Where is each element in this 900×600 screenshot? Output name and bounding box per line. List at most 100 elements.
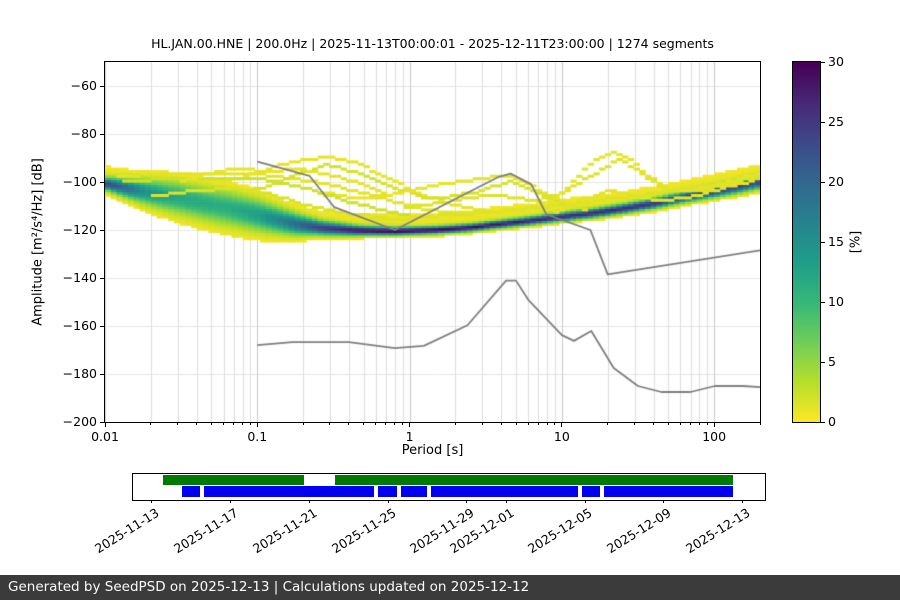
- x-minor-tick: [196, 423, 198, 425]
- x-tick: [713, 423, 715, 427]
- y-tick-label: −200: [62, 414, 97, 429]
- x-minor-tick: [634, 423, 636, 425]
- y-tick: [100, 85, 104, 87]
- x-tick: [409, 423, 411, 427]
- plot-title: HL.JAN.00.HNE | 200.0Hz | 2025-11-13T00:…: [151, 36, 714, 51]
- x-minor-tick: [402, 423, 404, 425]
- date-tick-label: 2025-11-13: [92, 505, 162, 557]
- colorbar-tick: [821, 61, 825, 63]
- colorbar-tick: [821, 421, 825, 423]
- date-tick: [308, 500, 310, 503]
- date-tick-label: 2025-12-13: [682, 505, 753, 557]
- colorbar-tick: [821, 301, 825, 303]
- availability-blue-segment: [430, 486, 579, 497]
- x-minor-tick: [546, 423, 548, 425]
- date-tick-label: 2025-11-25: [328, 505, 399, 557]
- colorbar-tick-label: 0: [828, 414, 836, 429]
- y-tick: [100, 325, 104, 327]
- x-tick-label: 100: [702, 429, 727, 444]
- x-minor-tick: [679, 423, 681, 425]
- x-minor-tick: [242, 423, 244, 425]
- main-plot-area: [104, 61, 761, 423]
- colorbar-tick-label: 15: [828, 234, 844, 249]
- availability-blue-segment: [582, 486, 601, 497]
- x-minor-tick: [690, 423, 692, 425]
- date-tick: [742, 500, 744, 503]
- x-tick-label: 10: [553, 429, 570, 444]
- availability-blue-segment: [181, 486, 200, 497]
- x-axis-label: Period [s]: [401, 443, 464, 458]
- date-tick: [151, 500, 153, 503]
- colorbar-tick-label: 20: [828, 174, 844, 189]
- date-tick: [466, 500, 468, 503]
- x-minor-tick: [653, 423, 655, 425]
- date-tick-label: 2025-12-09: [604, 505, 674, 557]
- x-minor-tick: [515, 423, 517, 425]
- availability-blue-segment: [203, 486, 375, 497]
- x-minor-tick: [698, 423, 700, 425]
- y-tick-label: −160: [62, 318, 97, 333]
- y-tick-label: −80: [70, 126, 97, 141]
- y-tick-label: −140: [62, 270, 97, 285]
- footer-bar: Generated by SeedPSD on 2025-12-13 | Cal…: [0, 575, 900, 600]
- colorbar-gradient: [793, 62, 820, 422]
- date-tick-label: 2025-11-17: [171, 505, 241, 557]
- date-tick-label: 2025-11-21: [249, 505, 320, 557]
- x-minor-tick: [454, 423, 456, 425]
- colorbar-label: [%]: [848, 230, 864, 254]
- x-minor-tick: [500, 423, 502, 425]
- colorbar: [792, 61, 821, 423]
- y-tick-label: −60: [70, 78, 97, 93]
- y-tick-label: −100: [62, 174, 97, 189]
- colorbar-tick: [821, 181, 825, 183]
- colorbar-tick-label: 5: [828, 354, 836, 369]
- x-minor-tick: [385, 423, 387, 425]
- x-tick-label: 0.1: [247, 429, 268, 444]
- y-axis-label: Amplitude [m²/s⁴/Hz] [dB]: [30, 158, 46, 326]
- x-minor-tick: [249, 423, 251, 425]
- y-tick: [100, 133, 104, 135]
- date-tick: [663, 500, 665, 503]
- x-minor-tick: [607, 423, 609, 425]
- colorbar-tick: [821, 241, 825, 243]
- colorbar-tick-label: 25: [828, 114, 844, 129]
- y-tick-label: −120: [62, 222, 97, 237]
- x-minor-tick: [481, 423, 483, 425]
- x-minor-tick: [537, 423, 539, 425]
- footer-text: Generated by SeedPSD on 2025-12-13 | Cal…: [8, 579, 530, 595]
- x-minor-tick: [150, 423, 152, 425]
- x-minor-tick: [667, 423, 669, 425]
- x-minor-tick: [394, 423, 396, 425]
- availability-green-segment: [335, 475, 734, 485]
- date-tick-label: 2025-12-05: [525, 505, 595, 557]
- x-minor-tick: [177, 423, 179, 425]
- x-tick-label: 0.01: [91, 429, 119, 444]
- x-minor-tick: [759, 423, 761, 425]
- colorbar-tick-label: 10: [828, 294, 844, 309]
- y-tick: [100, 229, 104, 231]
- y-tick: [100, 277, 104, 279]
- y-tick-label: −180: [62, 366, 97, 381]
- x-tick: [104, 423, 106, 427]
- x-minor-tick: [348, 423, 350, 425]
- x-minor-tick: [363, 423, 365, 425]
- x-minor-tick: [375, 423, 377, 425]
- y-tick: [100, 373, 104, 375]
- date-tick: [584, 500, 586, 503]
- x-minor-tick: [329, 423, 331, 425]
- x-minor-tick: [210, 423, 212, 425]
- x-minor-tick: [223, 423, 224, 425]
- availability-blue-segment: [378, 486, 397, 497]
- colorbar-tick: [821, 361, 825, 363]
- date-tick: [387, 500, 389, 503]
- x-tick: [256, 423, 258, 427]
- x-tick: [561, 423, 563, 427]
- availability-green-segment: [162, 475, 305, 485]
- x-tick-label: 1: [405, 429, 414, 444]
- y-tick: [100, 181, 104, 183]
- availability-blue-segment: [401, 486, 428, 497]
- y-tick: [100, 421, 104, 423]
- x-minor-tick: [554, 423, 556, 425]
- x-minor-tick: [302, 423, 304, 425]
